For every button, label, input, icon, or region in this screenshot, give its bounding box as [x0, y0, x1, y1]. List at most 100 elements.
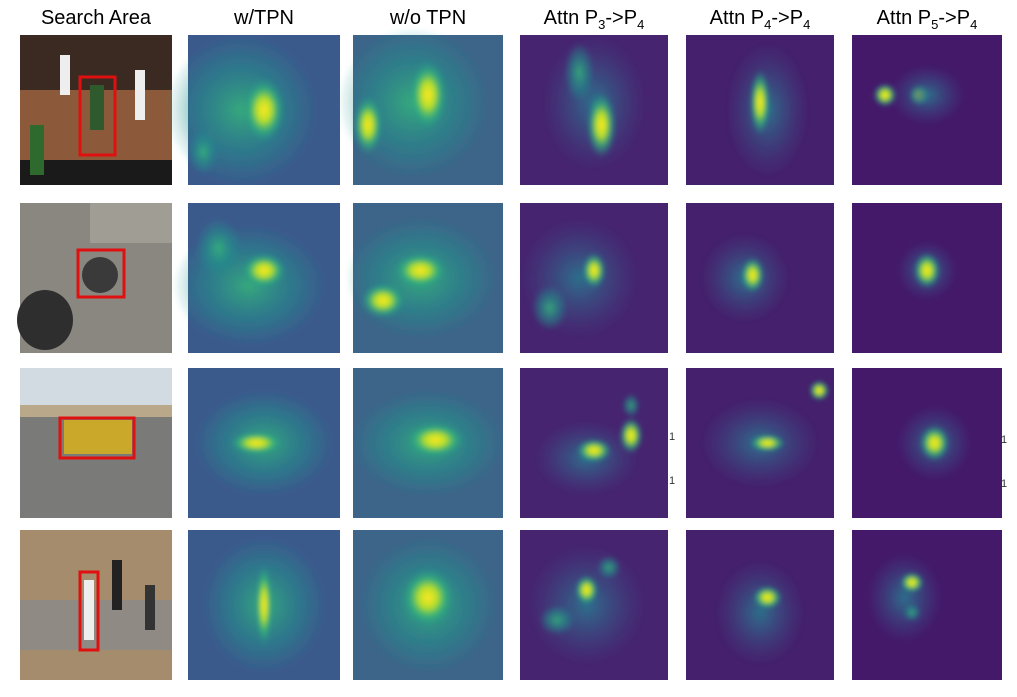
- heatmap: [353, 530, 503, 680]
- heatmap: [686, 35, 834, 185]
- heat-blob: [165, 35, 318, 185]
- heatmap-blobs: [867, 552, 942, 643]
- heatmap: [520, 368, 668, 518]
- heat-blob: [889, 65, 965, 125]
- heat-blob: [749, 69, 771, 136]
- column-header: Attn P5->P4: [877, 7, 978, 32]
- heatmap-blobs: [897, 240, 957, 301]
- heatmap: [852, 203, 1002, 353]
- heatmap-blobs: [873, 65, 965, 125]
- heat-blob: [586, 92, 617, 158]
- heatmap-blobs: [542, 35, 646, 170]
- heat-blob: [582, 252, 606, 289]
- photo: [20, 530, 172, 680]
- heat-blob: [752, 585, 783, 610]
- heatmap: [520, 203, 668, 353]
- heatmaps: [165, 27, 1002, 680]
- heat-blob: [172, 225, 325, 346]
- header-sub: 4: [764, 17, 771, 32]
- heat-blob: [360, 282, 406, 319]
- photo: [17, 203, 172, 353]
- stray-mark: 1: [1001, 434, 1007, 446]
- heat-blob: [408, 59, 448, 131]
- heatmap: [520, 530, 668, 680]
- header-text: Attn P: [544, 7, 598, 29]
- header-sub: 3: [598, 17, 605, 32]
- heatmap: [686, 530, 834, 680]
- header-text: Search Area: [41, 7, 152, 29]
- header-sub: 4: [803, 17, 810, 32]
- heatmap: [338, 27, 503, 185]
- heat-blob: [619, 417, 643, 454]
- header-text: ->P: [938, 7, 970, 29]
- heatmap: [852, 368, 1002, 518]
- heat-blob: [808, 380, 830, 401]
- heatmap: [852, 35, 1002, 185]
- header-sub: 4: [637, 17, 644, 32]
- stray-mark: 1: [669, 475, 675, 487]
- column-header: w/o TPN: [389, 7, 466, 29]
- heat-blob: [740, 257, 765, 293]
- stray-mark: 1: [1001, 478, 1007, 490]
- heatmap: [686, 368, 834, 518]
- heatmap-blobs: [338, 27, 488, 178]
- column-header: Attn P4->P4: [710, 7, 811, 32]
- heatmap-blobs: [520, 218, 639, 338]
- header-text: w/o TPN: [389, 7, 466, 29]
- heatmap: [188, 530, 340, 680]
- heat-blob: [393, 252, 448, 289]
- header-text: Attn P: [877, 7, 931, 29]
- heatmap-blobs: [700, 380, 830, 488]
- heatmap: [852, 530, 1002, 680]
- heatmap: [353, 368, 503, 518]
- heat-blob: [622, 393, 640, 418]
- heat-blob: [242, 77, 286, 143]
- heatmap-blobs: [725, 42, 809, 178]
- heat-blob: [900, 572, 924, 593]
- heat-blob: [195, 218, 242, 278]
- header-text: ->P: [605, 7, 637, 29]
- heatmap-blobs: [353, 390, 503, 496]
- heat-blob: [564, 42, 594, 103]
- heatmap-blobs: [715, 560, 805, 665]
- heatmap: [188, 368, 340, 518]
- header-sub: 5: [931, 17, 938, 32]
- heat-blob: [188, 129, 219, 175]
- heatmap: [165, 35, 340, 185]
- heat-blob: [241, 252, 287, 289]
- heat-blob: [539, 605, 575, 635]
- header-text: Attn P: [710, 7, 764, 29]
- heat-blob: [749, 434, 786, 452]
- heat-blob: [405, 422, 466, 458]
- header-text: ->P: [771, 7, 803, 29]
- heat-blob: [867, 552, 942, 643]
- header-sub: 4: [970, 17, 977, 32]
- heat-blob: [596, 555, 621, 580]
- heatmap-blobs: [527, 545, 646, 665]
- stray-mark: 1: [669, 431, 675, 443]
- heatmap: [520, 35, 668, 185]
- heatmap: [686, 203, 834, 353]
- heat-blob: [531, 285, 568, 331]
- heatmap-blobs: [172, 218, 325, 346]
- heatmap-blobs: [203, 537, 325, 673]
- column-header: Search Area: [41, 7, 152, 29]
- heat-blob: [574, 575, 599, 605]
- heatmap-blobs: [897, 405, 972, 481]
- heat-blob: [254, 563, 274, 647]
- photo: [20, 35, 172, 185]
- heatmap-blobs: [165, 35, 318, 185]
- heat-blob: [913, 252, 941, 289]
- heatmap: [345, 203, 503, 353]
- column-header: w/TPN: [233, 7, 294, 29]
- headers: Search Area w/TPN w/o TPN Attn P3->P4 Attn P…: [41, 7, 977, 32]
- heatmap-blobs: [195, 390, 333, 496]
- photo: [20, 368, 172, 518]
- header-text: w/TPN: [233, 7, 294, 29]
- heatmap-blobs: [360, 537, 496, 673]
- heat-blob: [229, 431, 284, 455]
- heat-blob: [715, 560, 805, 665]
- heatmap-blobs: [534, 393, 643, 496]
